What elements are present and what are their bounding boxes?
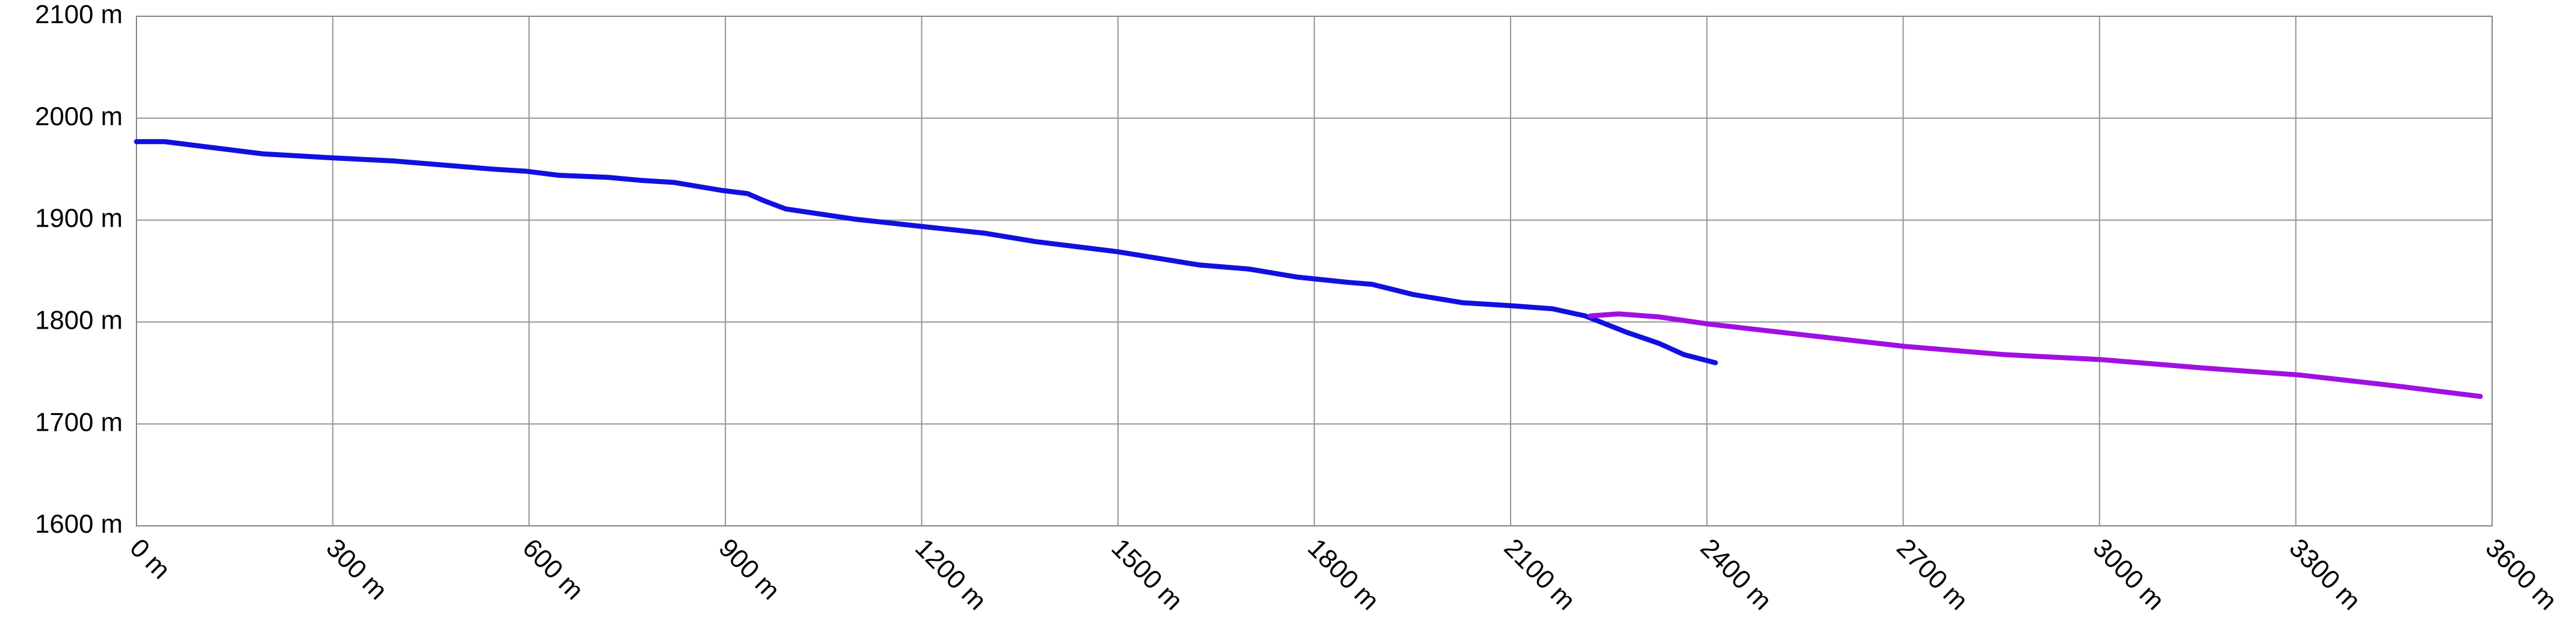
x-tick-label: 2100 m — [1499, 533, 1581, 615]
y-tick-label: 2100 m — [35, 0, 123, 29]
x-tick-label: 2400 m — [1695, 533, 1777, 615]
x-tick-label: 0 m — [125, 533, 177, 585]
x-tick-label: 1500 m — [1106, 533, 1189, 615]
y-tick-label: 1700 m — [35, 407, 123, 436]
y-tick-label: 1600 m — [35, 509, 123, 538]
x-tick-label: 3300 m — [2284, 533, 2366, 615]
line-series — [134, 139, 1718, 366]
x-tick-label: 1200 m — [910, 533, 992, 615]
plot-border — [136, 16, 2493, 526]
x-tick-label: 2700 m — [1891, 533, 1974, 615]
x-tick-label: 600 m — [517, 533, 590, 605]
y-tick-label: 1800 m — [35, 305, 123, 334]
x-tick-label: 3000 m — [2088, 533, 2170, 615]
x-tick-label: 300 m — [321, 533, 393, 605]
x-tick-label: 1800 m — [1302, 533, 1385, 615]
x-tick-label: 900 m — [714, 533, 786, 605]
y-tick-label: 2000 m — [35, 101, 123, 131]
y-tick-label: 1900 m — [35, 203, 123, 233]
line-series — [1588, 311, 2483, 399]
x-tick-label: 3600 m — [2480, 533, 2563, 615]
